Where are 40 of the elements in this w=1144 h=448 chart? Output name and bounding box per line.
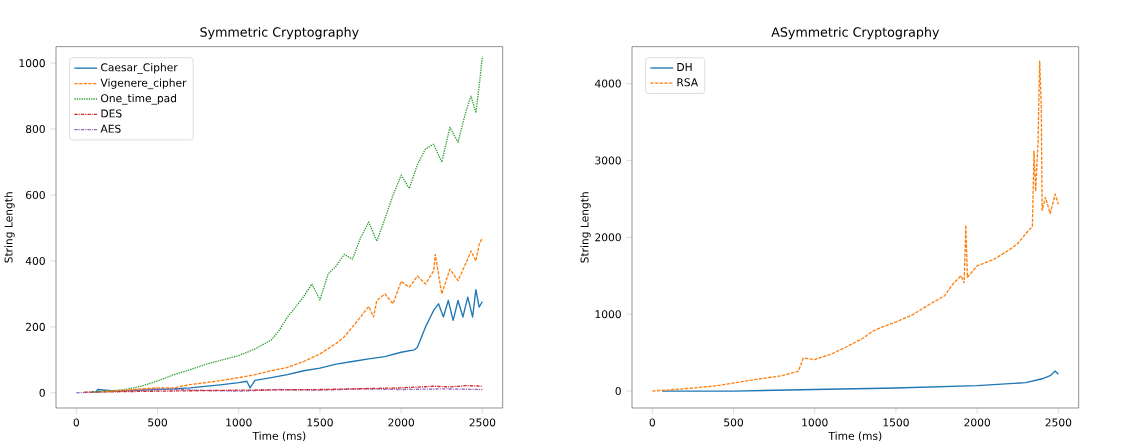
legend-label: Caesar_Cipher	[101, 63, 178, 74]
x-tick-label: 500	[724, 418, 743, 427]
x-axis-title: Time (ms)	[252, 431, 306, 442]
y-tick-label: 4000	[594, 79, 621, 88]
y-tick-label: 400	[25, 256, 45, 265]
y-tick-label: 2000	[595, 233, 621, 242]
x-tick-label: 500	[148, 418, 167, 427]
y-tick-label: 200	[26, 322, 45, 331]
x-tick-label: 0	[73, 418, 80, 427]
x-tick-label: 1000	[226, 418, 252, 427]
y-tick-label: 0	[615, 387, 621, 396]
x-tick-label: 1000	[802, 418, 828, 427]
legend-label: Vigenere_cipher	[100, 78, 187, 90]
x-axis-title: Time (ms)	[828, 431, 882, 442]
y-tick-label: 800	[25, 125, 45, 134]
line-series	[661, 370, 1060, 392]
y-tick-label: 0	[39, 388, 45, 397]
x-tick-label: 2000	[388, 418, 415, 427]
chart-title: ASymmetric Cryptography	[771, 27, 940, 40]
x-tick-label: 1500	[307, 418, 333, 427]
y-axis-title: String Length	[4, 192, 15, 263]
line-series	[83, 384, 484, 393]
x-tick-label: 1500	[883, 418, 909, 427]
chart-title: Symmetric Cryptography	[200, 27, 359, 40]
line-series	[100, 237, 484, 393]
legend-label: DES	[101, 109, 122, 118]
legend-label: DH	[677, 63, 692, 71]
legend-label: RSA	[677, 78, 699, 87]
x-tick-label: 2000	[964, 418, 991, 427]
y-axis-title: String Length	[580, 192, 591, 263]
y-tick-label: 1000	[19, 59, 45, 68]
legend-label: AES	[100, 124, 121, 133]
y-tick-label: 3000	[595, 156, 621, 165]
line-series	[651, 60, 1060, 392]
x-tick-label: 2500	[1045, 418, 1072, 427]
x-tick-label: 2500	[469, 418, 496, 427]
x-tick-label: 0	[649, 418, 655, 427]
y-tick-label: 600	[26, 190, 45, 200]
legend-label: One_time_pad	[101, 93, 177, 105]
y-tick-label: 1000	[595, 310, 621, 319]
